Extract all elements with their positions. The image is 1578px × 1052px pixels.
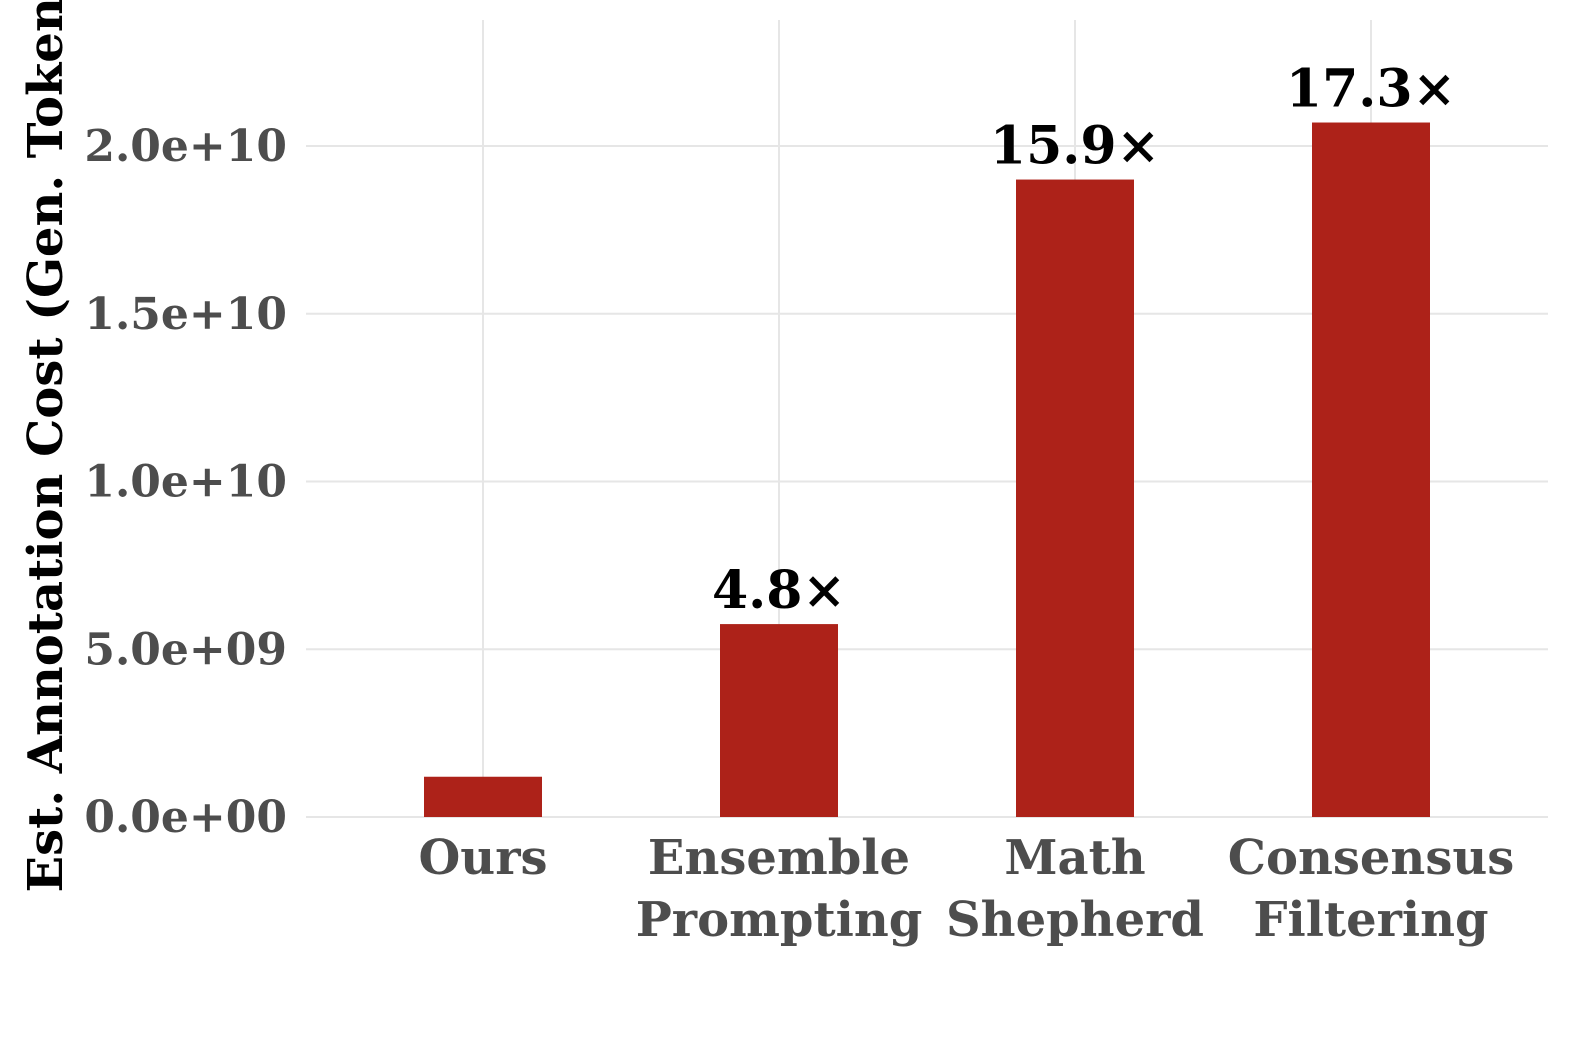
bar-consensus: [1312, 122, 1430, 817]
data-label: 17.3×: [1286, 59, 1456, 120]
y-tick-label: 1.0e+10: [84, 457, 287, 508]
y-tick-label: 1.5e+10: [84, 289, 287, 340]
x-tick-label: Consensus Filtering: [1228, 830, 1515, 948]
x-tick-label: Math Shepherd: [946, 830, 1204, 948]
y-tick-labels: 0.0e+00 5.0e+09 1.0e+10 1.5e+10 2.0e+10: [84, 121, 287, 843]
bar-math: [1016, 179, 1134, 818]
bars: [424, 122, 1430, 818]
y-axis-label: Est. Annotation Cost (Gen. Tokens): [18, 0, 74, 892]
data-labels: 4.8× 15.9× 17.3×: [712, 59, 1456, 622]
data-label: 4.8×: [712, 560, 846, 621]
x-tick-label: Ensemble Prompting: [636, 830, 923, 948]
bar-ensemble: [720, 624, 838, 817]
y-tick-label: 2.0e+10: [84, 121, 287, 172]
bar-ours: [424, 776, 542, 817]
y-tick-label: 5.0e+09: [84, 624, 287, 675]
y-tick-label: 0.0e+00: [84, 792, 287, 843]
x-tick-label: Ours: [418, 830, 547, 886]
data-label: 15.9×: [990, 116, 1160, 177]
